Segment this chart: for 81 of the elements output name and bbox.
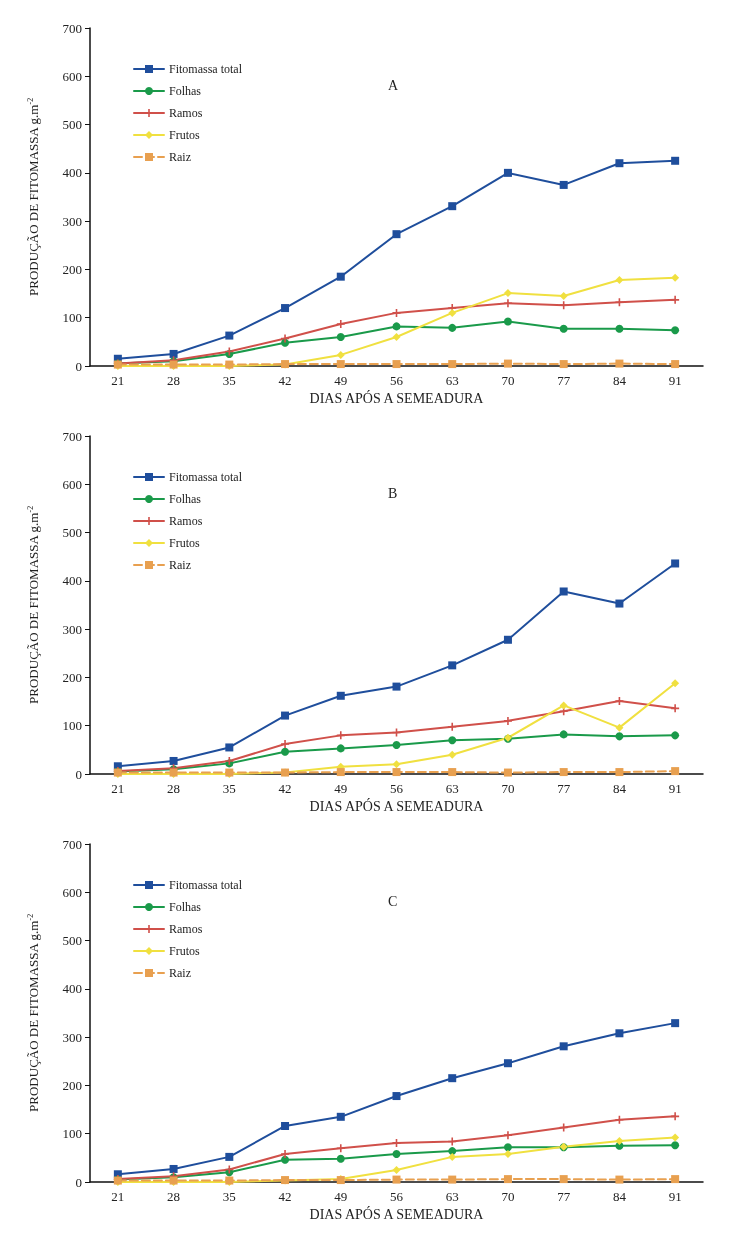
y-tick-label: 500 — [62, 117, 82, 133]
y-tick-label: 100 — [62, 1126, 82, 1142]
x-tick-label: 63 — [445, 1189, 459, 1204]
y-tick-label: 200 — [62, 261, 82, 277]
x-tick-label: 70 — [501, 373, 515, 388]
y-tick-label: 300 — [62, 1029, 82, 1045]
legend-label: Frutos — [169, 128, 200, 142]
x-tick-label: 35 — [222, 373, 236, 388]
x-tick-label: 77 — [557, 1189, 571, 1204]
annotation: C — [388, 893, 398, 909]
y-tick-label: 0 — [75, 358, 82, 374]
y-tick-label: 600 — [62, 68, 82, 84]
legend-label: Ramos — [169, 514, 203, 528]
x-tick-label: 84 — [612, 781, 627, 796]
legend-label: Frutos — [169, 944, 200, 958]
y-tick-label: 300 — [62, 621, 82, 637]
legend-label: Fitomassa total — [169, 62, 243, 76]
x-tick-label: 21 — [111, 781, 125, 796]
y-tick-label: 700 — [62, 20, 82, 36]
x-tick-label: 28 — [167, 781, 181, 796]
legend-label: Ramos — [169, 106, 203, 120]
x-tick-label: 63 — [445, 373, 459, 388]
y-tick-label: 0 — [75, 1174, 82, 1190]
legend-label: Frutos — [169, 536, 200, 550]
y-tick-label: 0 — [75, 766, 82, 782]
y-axis-title: PRODUÇÃO DE FITOMASSA g.m-2 — [25, 97, 41, 296]
y-tick-label: 100 — [62, 310, 82, 326]
y-axis-title: PRODUÇÃO DE FITOMASSA g.m-2 — [25, 913, 41, 1112]
x-tick-label: 56 — [390, 781, 404, 796]
x-tick-label: 49 — [334, 1189, 348, 1204]
legend-label: Raiz — [169, 558, 191, 572]
x-tick-label: 28 — [167, 373, 181, 388]
legend-label: Folhas — [169, 900, 202, 914]
x-tick-label: 42 — [278, 373, 292, 388]
y-axis-title: PRODUÇÃO DE FITOMASSA g.m-2 — [25, 505, 41, 704]
y-tick-label: 200 — [62, 669, 82, 685]
x-axis-title: DIAS APÓS A SEMEADURA — [309, 390, 485, 407]
x-tick-label: 56 — [390, 373, 404, 388]
y-tick-label: 400 — [62, 573, 82, 589]
y-tick-label: 100 — [62, 718, 82, 734]
x-tick-label: 63 — [445, 781, 459, 796]
annotation: A — [388, 77, 399, 93]
x-tick-label: 70 — [501, 1189, 515, 1204]
y-tick-label: 600 — [62, 476, 82, 492]
x-tick-label: 84 — [612, 1189, 627, 1204]
x-axis-title: DIAS APÓS A SEMEADURA — [309, 1206, 485, 1223]
x-tick-label: 56 — [390, 1189, 404, 1204]
y-tick-label: 700 — [62, 836, 82, 852]
x-axis-title: DIAS APÓS A SEMEADURA — [309, 798, 485, 815]
y-tick-label: 400 — [62, 981, 82, 997]
x-tick-label: 35 — [222, 1189, 236, 1204]
x-tick-label: 28 — [167, 1189, 181, 1204]
x-tick-label: 91 — [668, 1189, 682, 1204]
x-tick-label: 91 — [668, 781, 682, 796]
y-tick-label: 600 — [62, 884, 82, 900]
x-tick-label: 84 — [612, 373, 627, 388]
annotation: B — [388, 485, 398, 501]
legend-label: Ramos — [169, 922, 203, 936]
legend-label: Raiz — [169, 150, 191, 164]
x-tick-label: 49 — [334, 373, 348, 388]
y-tick-label: 400 — [62, 165, 82, 181]
y-tick-label: 500 — [62, 525, 82, 541]
y-tick-label: 700 — [62, 428, 82, 444]
x-tick-label: 70 — [501, 781, 515, 796]
y-tick-label: 500 — [62, 933, 82, 949]
x-tick-label: 77 — [557, 373, 571, 388]
legend-label: Raiz — [169, 966, 191, 980]
x-tick-label: 49 — [334, 781, 348, 796]
legend-label: Fitomassa total — [169, 878, 243, 892]
x-tick-label: 35 — [222, 781, 236, 796]
legend-label: Fitomassa total — [169, 470, 243, 484]
x-tick-label: 42 — [278, 781, 292, 796]
x-tick-label: 91 — [668, 373, 682, 388]
x-tick-label: 21 — [111, 373, 125, 388]
legend-label: Folhas — [169, 84, 202, 98]
legend-label: Folhas — [169, 492, 202, 506]
y-tick-label: 300 — [62, 213, 82, 229]
x-tick-label: 21 — [111, 1189, 125, 1204]
x-tick-label: 42 — [278, 1189, 292, 1204]
x-tick-label: 77 — [557, 781, 571, 796]
y-tick-label: 200 — [62, 1077, 82, 1093]
